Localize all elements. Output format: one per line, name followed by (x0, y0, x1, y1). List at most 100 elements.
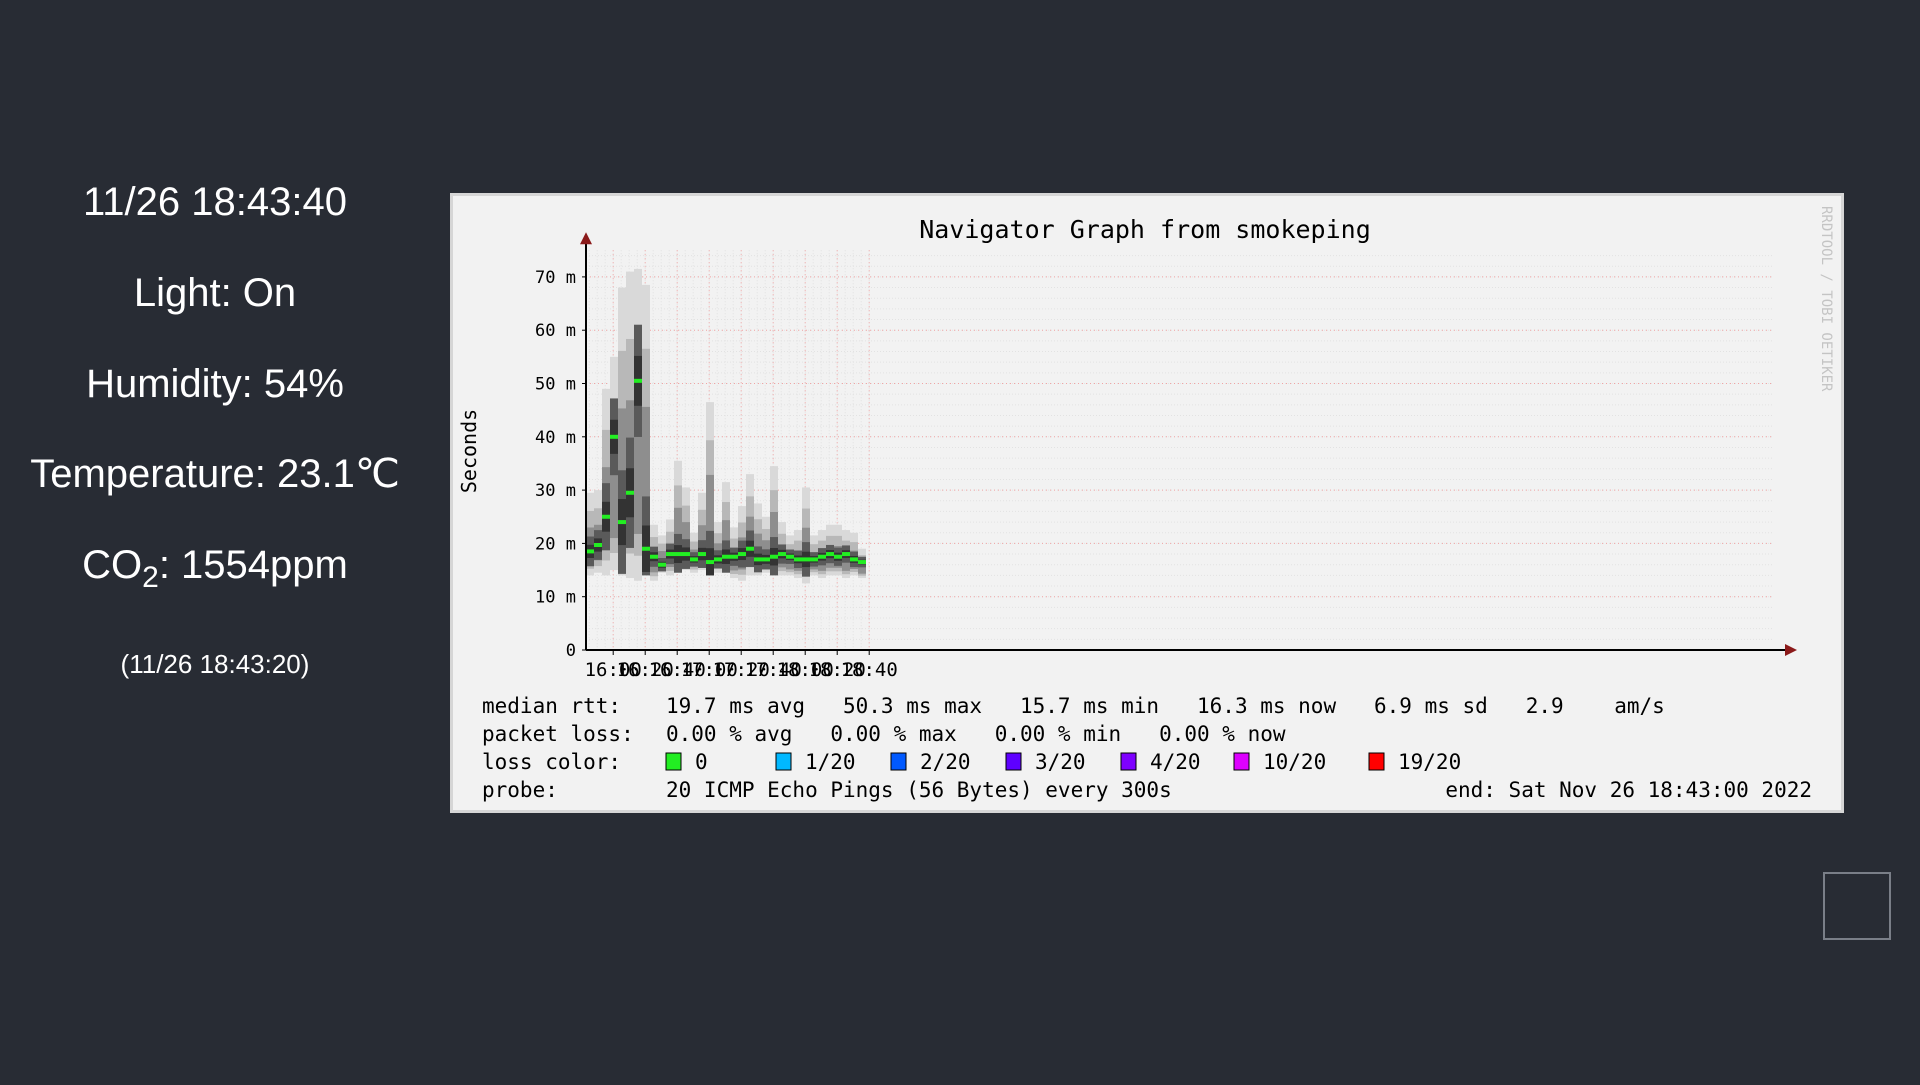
y-axis-label: Seconds (457, 409, 481, 493)
x-tick-labels: 16:0016:2016:4017:0017:2017:4018:0018:20… (585, 650, 898, 681)
loss-color-swatch (1233, 752, 1250, 771)
temperature-reading: Temperature: 23.1℃ (30, 452, 400, 496)
median-marker (634, 378, 642, 383)
light-status: Light: On (133, 271, 297, 315)
loss-color-swatch (890, 752, 907, 771)
end-time: end: Sat Nov 26 18:43:00 2022 (1445, 778, 1812, 802)
median-marker (794, 557, 802, 562)
co2-reading: CO2: 1554ppm (0, 541, 430, 602)
x-axis-arrow (1785, 644, 1797, 656)
median-marker (810, 557, 818, 562)
median-marker (610, 434, 618, 439)
median-marker (714, 557, 722, 562)
stats-legend: median rtt: 19.7 ms avg 50.3 ms max 15.7… (482, 694, 1812, 802)
smoke-band (674, 507, 682, 556)
current-datetime: 11/26 18:43:40 (83, 180, 347, 224)
median-marker (762, 557, 770, 562)
median-marker (666, 552, 674, 557)
y-tick-label: 60 m (535, 321, 576, 341)
y-tick-label: 10 m (535, 588, 576, 608)
median-markers (586, 378, 866, 567)
median-marker (842, 552, 850, 557)
y-tick-label: 0 (566, 641, 576, 661)
median-marker (834, 554, 842, 559)
x-tick-label: 16:40 (649, 659, 706, 681)
median-marker (850, 557, 858, 562)
median-marker (658, 562, 666, 567)
loss-color-swatch (1368, 752, 1385, 771)
median-marker (674, 552, 682, 557)
rrdtool-watermark: RRDTOOL / TOBI OETIKER (1818, 206, 1834, 392)
median-marker (650, 554, 658, 559)
median-marker (626, 490, 634, 495)
loss-color-label: 0 (695, 750, 708, 774)
loss-color-swatch (665, 752, 682, 771)
y-tick-label: 20 m (535, 534, 576, 554)
smoke-band (634, 399, 642, 534)
corner-button[interactable] (1823, 872, 1891, 940)
chart-title: Navigator Graph from smokeping (919, 215, 1371, 244)
loss-color-swatch (775, 752, 792, 771)
y-tick-label: 40 m (535, 428, 576, 448)
packet-loss-label: packet loss: (482, 722, 634, 746)
smoke-band (706, 474, 714, 550)
median-marker (706, 560, 714, 565)
median-marker (602, 514, 610, 519)
median-marker (754, 557, 762, 562)
median-marker (618, 520, 626, 525)
median-marker (738, 552, 746, 557)
median-marker (858, 560, 866, 565)
last-updated-time: (11/26 18:43:20) (120, 649, 310, 679)
x-tick-label: 17:40 (745, 659, 802, 681)
loss-color-label: 10/20 (1263, 750, 1326, 774)
y-tick-label: 50 m (535, 375, 576, 395)
median-marker (682, 552, 690, 557)
co2-subscript: 2 (142, 561, 159, 594)
x-tick-label: 18:20 (809, 659, 866, 681)
median-marker (770, 554, 778, 559)
packet-loss-values: 0.00 % avg 0.00 % max 0.00 % min 0.00 % … (666, 722, 1286, 746)
loss-color-swatch (1005, 752, 1022, 771)
median-rtt-values: 19.7 ms avg 50.3 ms max 15.7 ms min 16.3… (666, 694, 1665, 718)
y-tick-label: 70 m (535, 268, 576, 288)
x-tick-label: 16:00 (585, 659, 642, 681)
median-marker (778, 552, 786, 557)
grid-lines (586, 250, 1773, 650)
probe-label: probe: (482, 778, 558, 802)
x-tick-label: 18:00 (777, 659, 834, 681)
median-marker (722, 554, 730, 559)
smoke-band (858, 561, 866, 574)
smokeping-graph: Navigator Graph from smokeping RRDTOOL /… (450, 193, 1844, 813)
smoke-band (770, 512, 778, 559)
median-marker (698, 552, 706, 557)
loss-color-label: 3/20 (1035, 750, 1086, 774)
loss-color-label: 1/20 (805, 750, 856, 774)
y-tick-labels: 0 10 m 20 m 30 m 40 m 50 m 60 m 70 m (535, 268, 586, 661)
y-tick-label: 30 m (535, 481, 576, 501)
x-tick-label: 17:00 (681, 659, 738, 681)
smoke-band (610, 446, 618, 539)
median-marker (586, 549, 594, 554)
median-marker (746, 546, 754, 551)
loss-color-label: 4/20 (1150, 750, 1201, 774)
median-rtt-label: median rtt: (482, 694, 621, 718)
smoke-band (722, 520, 730, 560)
median-marker (690, 557, 698, 562)
loss-color-label: loss color: (482, 750, 621, 774)
x-tick-label: 18:40 (841, 659, 898, 681)
probe-description: 20 ICMP Echo Pings (56 Bytes) every 300s (666, 778, 1172, 802)
median-marker (730, 554, 738, 559)
y-axis-arrow (580, 232, 592, 245)
loss-color-label: 2/20 (920, 750, 971, 774)
axes (580, 232, 1797, 656)
median-marker (642, 546, 650, 551)
median-marker (826, 552, 834, 557)
chart-svg: Navigator Graph from smokeping RRDTOOL /… (457, 206, 1834, 802)
co2-prefix: CO (82, 543, 143, 587)
smoke-band (642, 406, 650, 532)
median-marker (818, 554, 826, 559)
loss-color-legend: 0 1/20 2/20 3/20 4/20 10/20 19/20 (665, 750, 1461, 774)
loss-color-swatch (1120, 752, 1137, 771)
x-tick-label: 17:20 (713, 659, 770, 681)
loss-color-label: 19/20 (1398, 750, 1461, 774)
